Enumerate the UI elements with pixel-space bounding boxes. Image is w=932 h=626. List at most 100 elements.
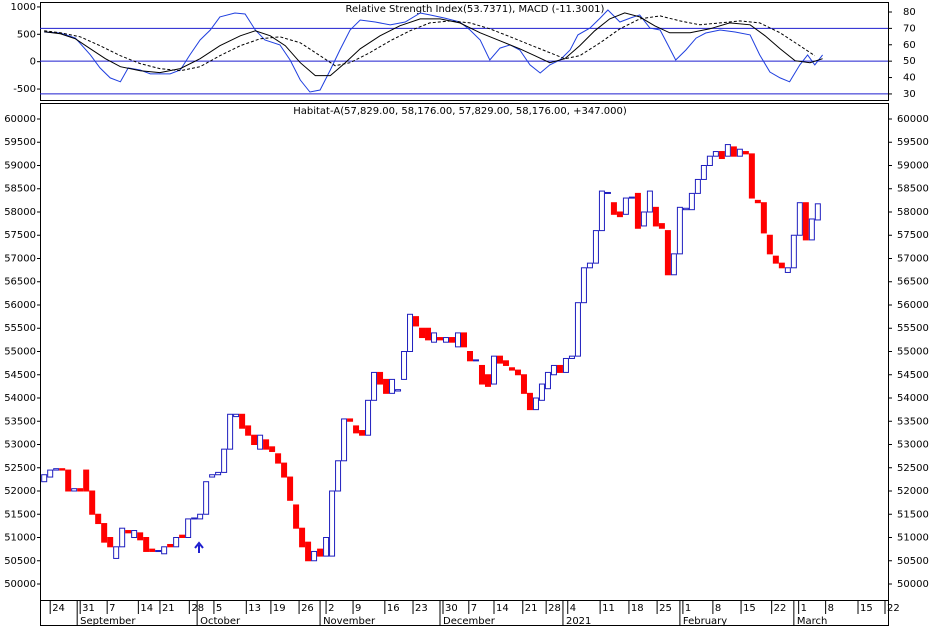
y-tick-label-right: 54000 bbox=[897, 393, 929, 404]
candle bbox=[59, 468, 66, 471]
candle bbox=[658, 223, 665, 229]
candle bbox=[227, 413, 234, 450]
candle bbox=[167, 543, 174, 548]
candle bbox=[598, 190, 605, 232]
x-tick-label: 9 bbox=[355, 603, 361, 614]
y-tick-label-right: 55500 bbox=[897, 323, 929, 334]
candle bbox=[718, 151, 725, 160]
y-tick-label-right: 58500 bbox=[897, 184, 929, 195]
candle bbox=[221, 448, 228, 473]
y-tick-label-right: 53500 bbox=[897, 416, 929, 427]
candle bbox=[628, 196, 635, 199]
x-tick-label: 1 bbox=[685, 603, 691, 614]
candle bbox=[802, 202, 809, 241]
y-tick-label-right: 56500 bbox=[897, 277, 929, 288]
candle bbox=[239, 413, 246, 429]
candle bbox=[478, 364, 485, 385]
candle bbox=[670, 253, 677, 276]
candle bbox=[137, 532, 144, 541]
y-tick-label-right: 59500 bbox=[897, 137, 929, 148]
y-tick-label-right: 59000 bbox=[897, 160, 929, 171]
x-tick-label: 22 bbox=[887, 603, 900, 614]
y-tick-label-right: 52000 bbox=[897, 486, 929, 497]
candle bbox=[179, 534, 186, 539]
x-tick-label: 8 bbox=[828, 603, 834, 614]
x-tick-label: 31 bbox=[82, 603, 95, 614]
candle bbox=[317, 548, 324, 557]
x-tick-label: 7 bbox=[109, 603, 115, 614]
candle bbox=[353, 425, 360, 434]
y-tick-label: 54000 bbox=[4, 393, 36, 404]
candle bbox=[556, 364, 563, 373]
month-label: September bbox=[80, 616, 136, 626]
candle bbox=[263, 439, 270, 450]
candle bbox=[688, 192, 695, 211]
candle bbox=[437, 337, 444, 341]
y-tick-label-right: 53000 bbox=[897, 440, 929, 451]
candle bbox=[197, 513, 204, 520]
candle bbox=[652, 206, 659, 227]
candle bbox=[484, 374, 491, 387]
x-tick-label: 26 bbox=[301, 603, 314, 614]
y-tick-label: 51000 bbox=[4, 533, 36, 544]
candle bbox=[724, 144, 731, 157]
candle bbox=[622, 197, 629, 215]
indicator-line bbox=[44, 15, 816, 72]
y-tick-label-right: 52500 bbox=[897, 463, 929, 474]
month-label: November bbox=[323, 616, 376, 626]
candle bbox=[95, 513, 102, 525]
candle bbox=[65, 469, 72, 492]
y-tick-label: 59500 bbox=[4, 137, 36, 148]
month-label: March bbox=[797, 616, 827, 626]
y-tick-label: 50000 bbox=[4, 579, 36, 590]
candle bbox=[682, 207, 689, 211]
y-tick-label: 53000 bbox=[4, 440, 36, 451]
y-tick-label: 59000 bbox=[4, 160, 36, 171]
y-tick-label: 53500 bbox=[4, 416, 36, 427]
candle bbox=[550, 364, 557, 376]
y-tick-label: 51500 bbox=[4, 509, 36, 520]
candle bbox=[496, 355, 503, 364]
candle bbox=[347, 418, 354, 422]
candle bbox=[646, 190, 653, 213]
candle bbox=[664, 230, 671, 276]
candle bbox=[281, 462, 288, 478]
candle bbox=[251, 434, 258, 446]
candle bbox=[233, 413, 240, 418]
y-tick-label-right: 58000 bbox=[897, 207, 929, 218]
y-tick-label: -500 bbox=[13, 84, 36, 95]
candle bbox=[101, 523, 108, 543]
indicator-title: Relative Strength Index(53.7371), MACD (… bbox=[346, 4, 605, 15]
candle bbox=[526, 392, 533, 411]
candle bbox=[377, 371, 384, 385]
candle bbox=[143, 537, 150, 552]
x-tick-label: 5 bbox=[216, 603, 222, 614]
month-label: October bbox=[200, 616, 241, 626]
y-tick-label: 1000 bbox=[11, 2, 36, 13]
x-tick-label: 14 bbox=[496, 603, 509, 614]
y-tick-label-right: 55000 bbox=[897, 347, 929, 358]
candle bbox=[604, 191, 611, 194]
x-tick-label: 21 bbox=[162, 603, 175, 614]
candle bbox=[574, 302, 581, 357]
y-tick-label: 56000 bbox=[4, 300, 36, 311]
y-tick-label: 52000 bbox=[4, 486, 36, 497]
y-tick-label-right: 54500 bbox=[897, 370, 929, 381]
y2-tick-label: 30 bbox=[903, 89, 916, 100]
candle bbox=[431, 332, 438, 343]
candle bbox=[580, 267, 587, 304]
candle bbox=[455, 332, 462, 348]
x-tick-label: 30 bbox=[445, 603, 458, 614]
candle bbox=[472, 359, 479, 362]
candle bbox=[694, 178, 701, 194]
candle bbox=[592, 230, 599, 264]
candle bbox=[634, 192, 641, 229]
candle bbox=[610, 202, 617, 215]
candle bbox=[89, 490, 96, 515]
y-tick-label: 60000 bbox=[4, 114, 36, 125]
y2-tick-label: 60 bbox=[903, 40, 916, 51]
candle bbox=[311, 550, 318, 562]
x-tick-label: 13 bbox=[248, 603, 261, 614]
price-title: Habitat-A(57,829.00, 58,176.00, 57,829.0… bbox=[293, 106, 627, 117]
candle bbox=[173, 537, 180, 548]
